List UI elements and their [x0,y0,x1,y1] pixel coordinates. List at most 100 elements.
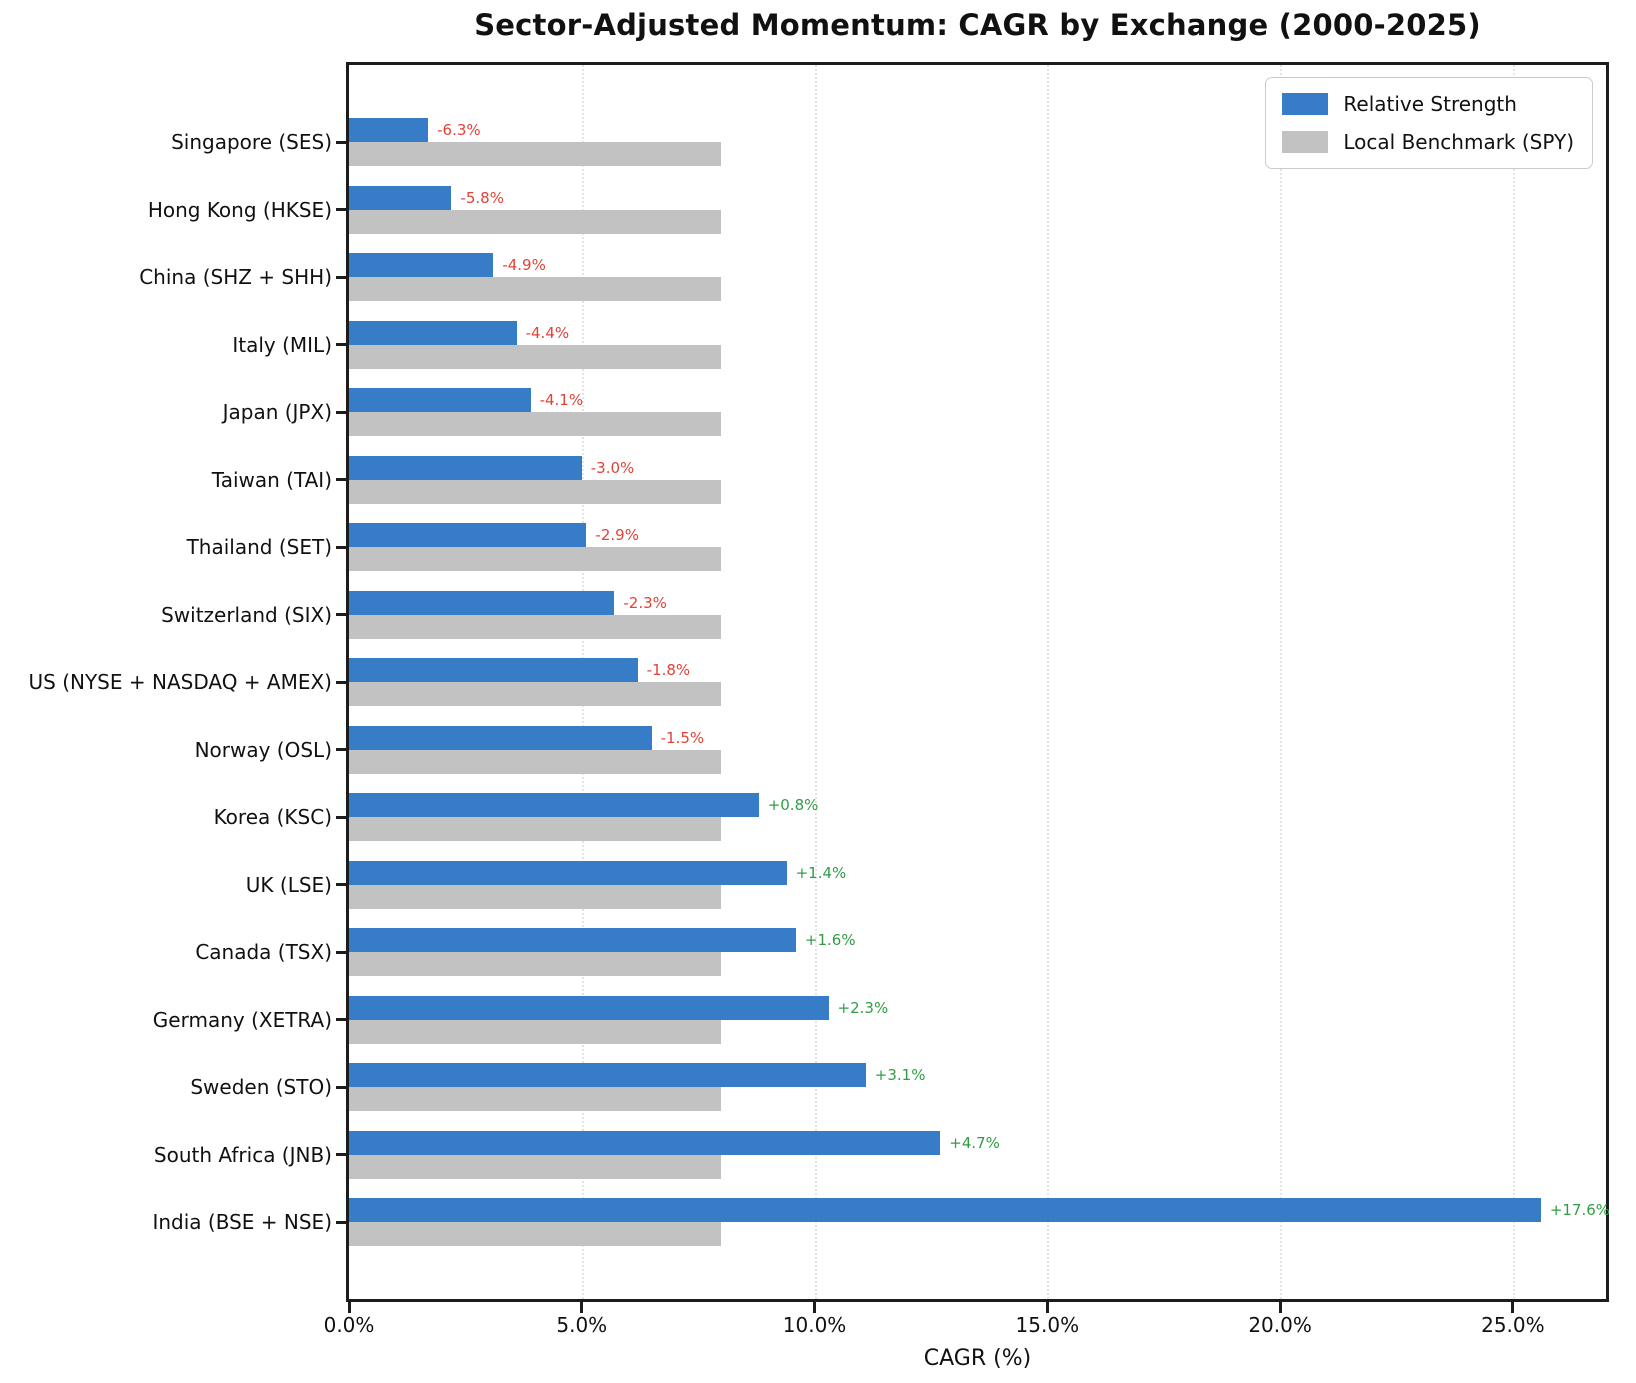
bar-value-label: +0.8% [767,796,819,814]
y-axis-tick [336,950,347,954]
legend: Relative Strength Local Benchmark (SPY) [1265,77,1593,169]
bar-value-label: +2.3% [837,998,889,1017]
x-axis-tick-labels: 0.0% 5.0% 10.0% 15.0% 20.0% 25.0% [324,1313,1606,1343]
x-axis-tick [580,1302,584,1313]
bar-local-benchmark [349,682,722,706]
bar-local-benchmark [349,884,722,909]
y-axis-category-labels: Singapore (SES) Hong Kong (HKSE) China (SH… [0,65,333,1299]
bar-value-label: -3.0% [590,458,635,477]
legend-swatch-relative-strength [1282,93,1329,115]
category-label: Germany (XETRA) [152,1007,332,1032]
x-tick-label: 25.0% [1481,1313,1545,1337]
bar-relative-strength [349,590,615,615]
bar-local-benchmark [349,749,722,774]
bar-local-benchmark [349,1087,722,1111]
bar-value-label: -4.9% [502,256,546,274]
bar-relative-strength [349,320,517,345]
category-label: Japan (JPX) [222,400,332,424]
y-axis-tick [336,680,347,684]
category-label: China (SHZ + SHH) [139,265,332,289]
y-axis-tick [336,815,347,819]
category-label: Sweden (STO) [190,1075,332,1099]
bar-relative-strength [349,253,494,277]
bar-local-benchmark [349,277,722,301]
bar-local-benchmark [349,614,722,639]
bar-value-label: -4.4% [525,323,570,342]
bar-value-label: -2.3% [623,593,667,612]
bar-relative-strength [349,1198,1541,1222]
x-tick-label: 0.0% [323,1313,375,1337]
y-axis-tick [336,883,347,886]
y-axis-tick [336,478,347,481]
x-tick-label: 10.0% [782,1313,847,1337]
legend-item-local-benchmark: Local Benchmark (SPY) [1282,130,1574,154]
gridline [814,65,817,1299]
legend-swatch-local-benchmark [1282,131,1329,153]
y-axis-tick [336,1220,347,1224]
category-label: Hong Kong (HKSE) [147,197,332,222]
category-label: Taiwan (TAI) [211,467,332,492]
bar-local-benchmark [349,952,722,976]
bar-relative-strength [349,658,638,682]
bar-value-label: -2.9% [595,526,639,544]
bar-relative-strength [349,860,787,885]
y-axis-tick [336,1085,347,1089]
y-axis-tick [336,748,347,751]
bar-relative-strength [349,523,587,547]
bar-value-label: -4.1% [539,391,584,409]
y-axis-tick [336,275,347,279]
x-axis-tick [1278,1302,1282,1313]
y-axis-tick [336,410,347,414]
category-label: Norway (OSL) [194,737,332,762]
bar-value-label: -5.8% [460,188,504,207]
gridline [1280,65,1283,1299]
bar-value-label: +4.7% [949,1133,1000,1152]
category-label: Korea (KSC) [213,805,332,829]
category-label: Switzerland (SIX) [161,602,332,627]
bar-local-benchmark [349,142,722,166]
legend-label-relative-strength: Relative Strength [1343,92,1517,116]
category-label: Italy (MIL) [232,332,332,357]
y-axis-tick [336,343,347,346]
bar-relative-strength [349,1130,941,1155]
gridline [1047,65,1050,1299]
bar-relative-strength [349,185,452,210]
bar-value-label: +3.1% [874,1066,926,1084]
bar-local-benchmark [349,1019,722,1044]
bar-local-benchmark [349,1154,722,1179]
bar-relative-strength [349,455,582,480]
bar-local-benchmark [349,209,722,234]
gridline [1512,65,1515,1299]
bar-value-label: +1.4% [795,863,847,882]
bar-relative-strength [349,928,796,952]
bar-relative-strength [349,793,759,817]
bar-local-benchmark [349,1222,722,1246]
category-label: US (NYSE + NASDAQ + AMEX) [28,670,333,694]
bar-local-benchmark [349,412,722,436]
chart-title: Sector-Adjusted Momentum: CAGR by Exchan… [474,8,1481,42]
y-axis-tick [336,613,347,616]
x-tick-label: 5.0% [556,1313,608,1337]
category-label: Singapore (SES) [171,130,332,154]
category-label: South Africa (JNB) [153,1142,332,1167]
bar-local-benchmark [349,479,722,504]
legend-item-relative-strength: Relative Strength [1282,92,1574,116]
y-axis-tick [336,140,347,144]
legend-label-local-benchmark: Local Benchmark (SPY) [1343,130,1574,154]
bar-value-label: -1.5% [660,728,705,747]
x-axis-tick [1511,1302,1515,1313]
plot-area: -6.3% -5.8% -4.9% -4.4% -4.1% -3.0% -2.9% -2.3%… [336,62,1611,1313]
bar-value-label: +17.6% [1549,1201,1611,1219]
category-label: Canada (TSX) [195,940,332,964]
x-tick-label: 15.0% [1015,1313,1080,1337]
x-axis-tick [1045,1302,1049,1313]
bar-relative-strength [349,995,829,1020]
bar-value-label: -6.3% [437,121,481,139]
bar-local-benchmark [349,547,722,571]
bar-value-label: +1.6% [804,931,856,949]
bar-local-benchmark [349,817,722,841]
bar-relative-strength [349,388,531,412]
y-axis-tick [336,208,347,211]
x-axis-tick [813,1302,817,1313]
bar-value-label: -1.8% [646,661,691,679]
